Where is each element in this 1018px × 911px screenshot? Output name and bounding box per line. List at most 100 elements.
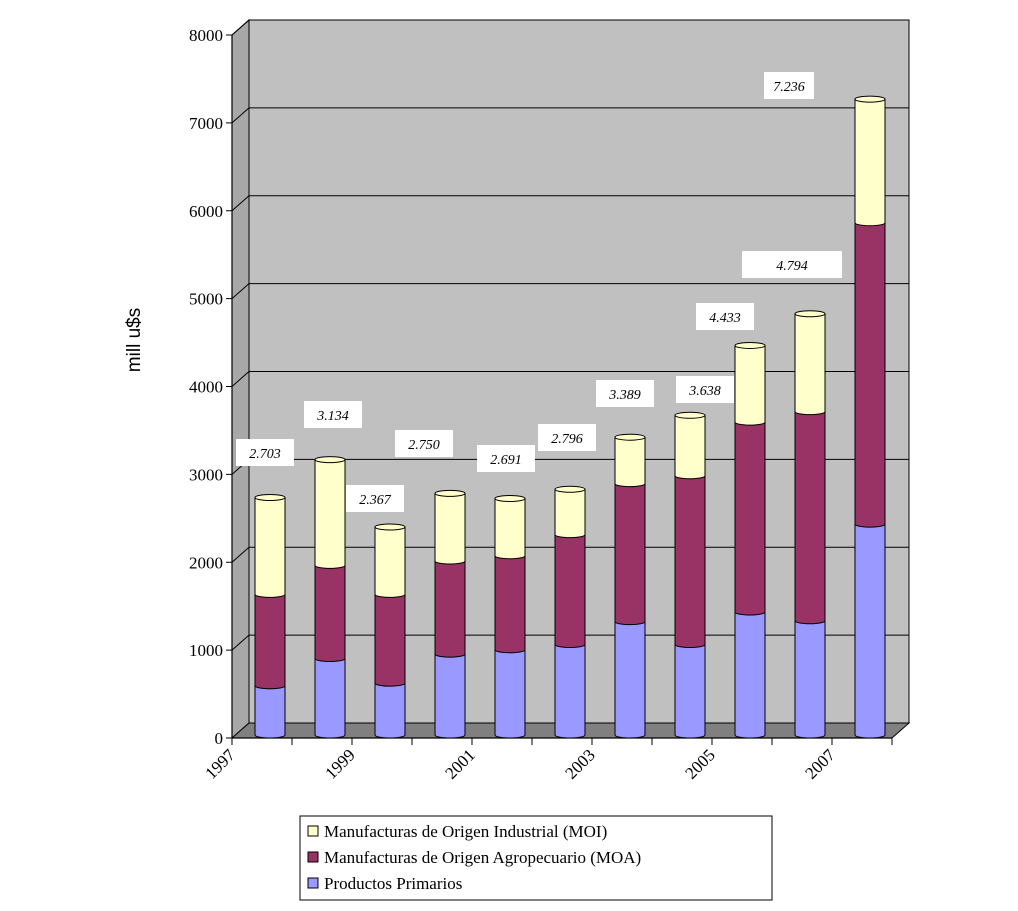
bar-top [434, 489, 466, 497]
data-label-text: 3.638 [688, 384, 721, 399]
x-tick-label: 1997 [201, 745, 239, 783]
data-label-box [395, 430, 453, 457]
bar-segment [794, 313, 826, 416]
data-label-box [236, 439, 294, 466]
bar-top [554, 485, 586, 493]
data-label-box [696, 303, 754, 330]
gridline [231, 546, 250, 563]
bar-segment [614, 436, 646, 488]
data-label: 3.638 [676, 376, 734, 403]
data-label: 4.794 [742, 251, 842, 278]
bar-top [794, 310, 826, 318]
x-axis: 1997 1999 2001 2003 2005 2007 [201, 737, 893, 783]
data-label-box [596, 380, 654, 407]
bar-segment [494, 649, 526, 739]
bar-segment [854, 98, 886, 227]
bar-segment [374, 682, 406, 739]
bar-top [674, 411, 706, 419]
y-tick-label: 1000 [189, 641, 223, 660]
gridline [231, 634, 250, 651]
bar-top [854, 95, 886, 103]
y-tick-label: 3000 [189, 465, 223, 484]
y-tick-label: 5000 [189, 290, 223, 309]
bar-segment [314, 658, 346, 739]
legend-swatch [307, 825, 319, 837]
y-tick-label: 7000 [189, 114, 223, 133]
bar-segment [434, 492, 466, 565]
data-label-box [346, 485, 404, 512]
x-tick-label: 2003 [561, 745, 598, 782]
bar-segment [254, 496, 286, 598]
x-tick-label: 1999 [321, 745, 358, 782]
bar-segment [674, 414, 706, 480]
data-label-text: 2.750 [408, 438, 440, 453]
y-axis: 0 1000 2000 3000 4000 5000 6000 7000 8000 [189, 26, 233, 748]
bar-segment [614, 483, 646, 626]
data-label-box [764, 72, 814, 99]
legend-swatch [307, 851, 319, 863]
data-label-box [676, 376, 734, 403]
data-label-box [538, 424, 596, 451]
bar-segment [614, 621, 646, 739]
data-label: 7.236 [764, 72, 814, 99]
gridline [231, 107, 250, 124]
legend: Manufacturas de Origen Industrial (MOI) M… [299, 815, 773, 901]
legend-label: Productos Primarios [324, 874, 462, 893]
data-label: 4.433 [696, 303, 754, 330]
gridline [231, 19, 250, 36]
bar-segment [554, 643, 586, 739]
y-tick-label: 8000 [189, 26, 223, 45]
gridline [231, 195, 250, 212]
bar-top [494, 495, 526, 503]
bar-segment [554, 534, 586, 648]
bar-segment [854, 222, 886, 528]
data-label: 2.691 [477, 445, 535, 472]
data-label-text: 3.389 [608, 388, 641, 403]
legend-label: Manufacturas de Origen Industrial (MOI) [324, 822, 607, 841]
bar-segment [554, 488, 586, 539]
bar-segment [314, 564, 346, 663]
bar-segment [674, 475, 706, 648]
data-label-text: 3.134 [316, 409, 349, 424]
bar-top [314, 456, 346, 464]
bar-segment [314, 459, 346, 569]
data-label-text: 2.703 [249, 447, 281, 462]
data-label-text: 2.691 [490, 453, 522, 468]
data-label-text: 2.796 [551, 432, 583, 447]
x-tick-label: 2007 [801, 745, 839, 783]
data-labels: 2.703 3.134 2.367 2.750 2.691 2.796 3.389 3.638… [236, 72, 842, 512]
bar-segment [734, 344, 766, 426]
data-label: 2.750 [395, 430, 453, 457]
bars [254, 95, 886, 739]
data-label-text: 4.433 [709, 311, 741, 326]
bar-segment [494, 555, 526, 654]
data-label-box [304, 401, 362, 428]
y-axis-title: mill u$s [124, 308, 145, 372]
bar-segment [374, 526, 406, 598]
bar-segment [794, 620, 826, 739]
bar-segment [434, 653, 466, 739]
bar-segment [434, 560, 466, 658]
data-label-text: 2.367 [359, 493, 392, 508]
x-tick-label: 2005 [681, 745, 718, 782]
legend-swatch [307, 877, 319, 889]
data-label: 2.796 [538, 424, 596, 451]
bar-segment [734, 421, 766, 616]
data-label: 3.389 [596, 380, 654, 407]
data-label: 2.367 [346, 485, 404, 512]
y-tick-label: 2000 [189, 553, 223, 572]
bar-top [374, 523, 406, 531]
data-label-text: 7.236 [773, 80, 805, 95]
bar-segment [854, 523, 886, 739]
gridline [231, 283, 250, 299]
bar-top [734, 341, 766, 349]
data-label-box [477, 445, 535, 472]
y-tick-label: 0 [215, 729, 224, 748]
legend-box [299, 815, 773, 901]
bar-segment [674, 643, 706, 739]
x-tick-label: 2001 [441, 745, 478, 782]
bar-segment [734, 611, 766, 739]
bar-segment [254, 593, 286, 690]
bar-segment [254, 685, 286, 739]
